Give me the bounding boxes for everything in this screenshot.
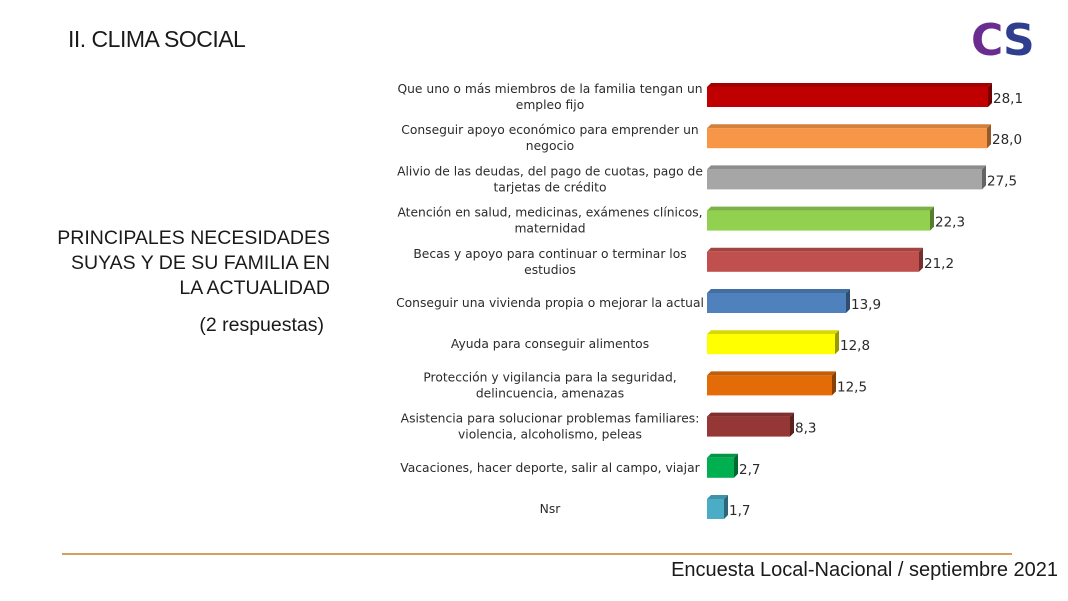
bar: [707, 87, 988, 107]
bar-side: [790, 412, 794, 437]
value-label: 27,5: [987, 173, 1017, 189]
bar-top: [707, 495, 728, 499]
responses-note: (2 respuestas): [199, 314, 324, 336]
bar-side: [982, 165, 986, 190]
chart-heading: PRINCIPALES NECESIDADES SUYAS Y DE SU FA…: [40, 226, 330, 301]
value-label: 12,8: [840, 338, 870, 354]
slide-title: II. CLIMA SOCIAL: [68, 26, 246, 52]
bar-side: [930, 206, 934, 231]
bar: [707, 457, 734, 478]
category-label: Alivio de las deudas, del pago de cuotas…: [397, 164, 703, 178]
bar-group: Ayuda para conseguir alimentos 12,8: [451, 330, 870, 355]
category-label: Protección y vigilancia para la segurida…: [423, 370, 676, 384]
category-label: empleo fijo: [516, 98, 584, 112]
category-label: Vacaciones, hacer deporte, salir al camp…: [400, 461, 700, 475]
category-label: Conseguir apoyo económico para emprender…: [401, 123, 698, 137]
bar-side: [734, 453, 738, 478]
category-label: negocio: [526, 139, 574, 153]
bar-chart: Que uno o más miembros de la familia ten…: [396, 82, 1023, 519]
bar: [707, 334, 835, 355]
bar-top: [707, 412, 794, 417]
category-label: Atención en salud, medicinas, exámenes c…: [397, 206, 702, 220]
value-label: 12,5: [837, 379, 867, 395]
bar-top: [707, 289, 850, 293]
bar-group: Que uno o más miembros de la familia ten…: [397, 82, 1023, 112]
bar-top: [707, 453, 738, 458]
value-label: 28,1: [993, 91, 1023, 107]
bar-group: Nsr 1,7: [540, 495, 750, 519]
bar-group: Becas y apoyo para continuar o terminar …: [413, 247, 954, 277]
chart-heading-line: SUYAS Y DE SU FAMILIA EN: [70, 252, 330, 274]
bar: [707, 375, 832, 396]
bar-side: [724, 495, 728, 519]
category-label: Becas y apoyo para continuar o terminar …: [413, 247, 686, 261]
bar-side: [987, 124, 991, 149]
bar-group: Conseguir una vivienda propia o mejorar …: [396, 289, 881, 313]
bar-top: [707, 165, 986, 170]
value-label: 8,3: [795, 421, 816, 437]
category-label: tarjetas de crédito: [493, 180, 606, 194]
value-label: 21,2: [924, 256, 954, 272]
survey-footer: Encuesta Local-Nacional / septiembre 202…: [671, 559, 1058, 581]
bar: [707, 128, 987, 149]
bar: [707, 210, 930, 231]
logo-letter-s: S: [1003, 15, 1035, 62]
bar-side: [988, 83, 992, 107]
bar-group: Protección y vigilancia para la segurida…: [423, 370, 867, 400]
bar-group: Alivio de las deudas, del pago de cuotas…: [397, 164, 1017, 194]
category-label: delincuencia, amenazas: [476, 386, 624, 400]
chart-heading-line: PRINCIPALES NECESIDADES: [57, 227, 330, 249]
category-label: maternidad: [514, 222, 585, 236]
bar-group: Atención en salud, medicinas, exámenes c…: [397, 206, 965, 236]
bar: [707, 416, 790, 437]
bar-top: [707, 83, 992, 87]
bar-top: [707, 206, 934, 211]
bar: [707, 251, 919, 272]
category-label: estudios: [524, 263, 576, 277]
bar-side: [919, 247, 923, 272]
category-label: Ayuda para conseguir alimentos: [451, 337, 649, 351]
chart-heading-line: LA ACTUALIDAD: [179, 277, 330, 299]
bar-top: [707, 371, 836, 376]
bar-group: Asistencia para solucionar problemas fam…: [401, 412, 817, 442]
bar: [707, 169, 982, 190]
value-label: 2,7: [739, 462, 760, 478]
bar-group: Vacaciones, hacer deporte, salir al camp…: [400, 453, 760, 478]
bar-side: [832, 371, 836, 396]
bar-top: [707, 247, 923, 252]
logo-letter-c: C: [971, 15, 1003, 62]
bar-top: [707, 124, 991, 129]
bar-side: [835, 330, 839, 355]
category-label: Conseguir una vivienda propia o mejorar …: [396, 296, 704, 310]
category-label: violencia, alcoholismo, peleas: [458, 428, 642, 442]
value-label: 22,3: [935, 215, 965, 231]
category-label: Que uno o más miembros de la familia ten…: [397, 82, 702, 96]
footer-divider: [62, 553, 1012, 555]
value-label: 13,9: [851, 297, 881, 313]
value-label: 28,0: [992, 132, 1022, 148]
bar-side: [846, 289, 850, 313]
value-label: 1,7: [729, 503, 750, 519]
category-label: Nsr: [540, 502, 562, 516]
cs-logo: C S: [971, 15, 1035, 62]
category-label: Asistencia para solucionar problemas fam…: [401, 412, 700, 426]
bar: [707, 499, 724, 519]
bar-group: Conseguir apoyo económico para emprender…: [401, 123, 1022, 153]
bar-top: [707, 330, 839, 335]
bar: [707, 293, 846, 313]
